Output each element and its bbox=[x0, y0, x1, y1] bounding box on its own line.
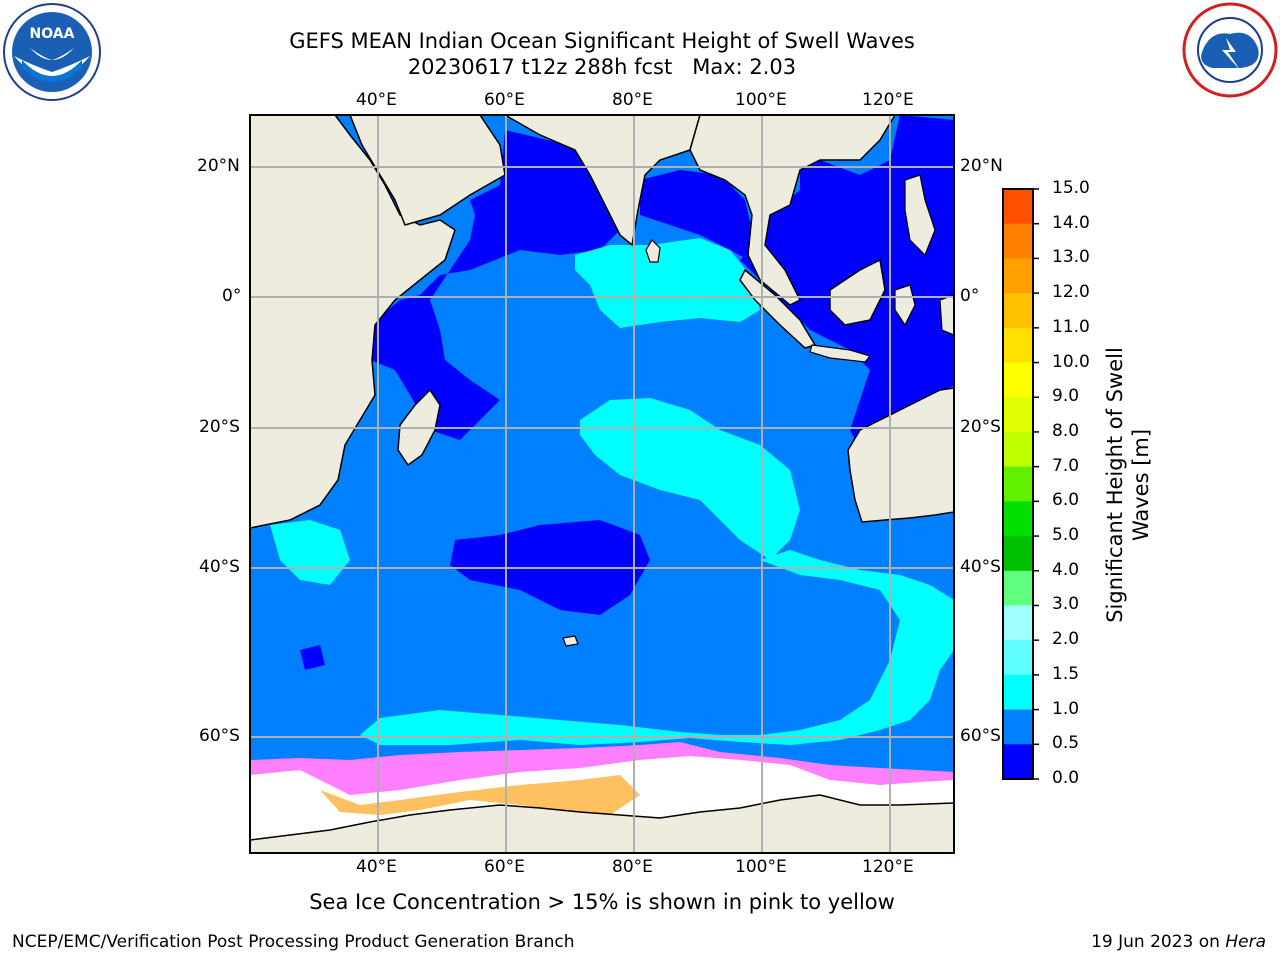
lat-tick-left: 60°S bbox=[199, 726, 240, 746]
footer-credit: NCEP/EMC/Verification Post Processing Pr… bbox=[12, 932, 575, 952]
colorbar-label-line2: Waves [m] bbox=[1129, 428, 1153, 542]
colorbar-tick-label: 10.0 bbox=[1052, 351, 1090, 372]
colorbar-segment bbox=[1003, 397, 1033, 433]
lat-tick-left: 20°S bbox=[199, 417, 240, 437]
lat-tick-right: 0° bbox=[960, 286, 980, 306]
arabian-sea-low-swell bbox=[370, 130, 620, 440]
colorbar-tick-label: 0.5 bbox=[1052, 733, 1080, 754]
lon-tick-bottom: 60°E bbox=[484, 857, 525, 877]
lon-tick-top: 120°E bbox=[862, 90, 914, 110]
lon-tick-bottom: 40°E bbox=[356, 857, 397, 877]
lat-tick-left: 20°N bbox=[197, 156, 240, 176]
colorbar-segment bbox=[1003, 605, 1033, 641]
map-plot-area bbox=[250, 115, 954, 853]
lon-tick-top: 80°E bbox=[612, 90, 653, 110]
chart-title: GEFS MEAN Indian Ocean Significant Heigh… bbox=[289, 29, 915, 53]
colorbar-tick-label: 11.0 bbox=[1052, 316, 1090, 337]
lat-tick-right: 20°N bbox=[960, 156, 1003, 176]
colorbar-tick-label: 12.0 bbox=[1052, 282, 1090, 303]
equatorial-swell-patch bbox=[575, 238, 760, 328]
borneo-landmass bbox=[829, 258, 886, 326]
colorbar-tick-label: 14.0 bbox=[1052, 212, 1090, 233]
colorbar-tick-label: 7.0 bbox=[1052, 455, 1080, 476]
colorbar-segment bbox=[1003, 431, 1033, 468]
colorbar-segment bbox=[1003, 189, 1033, 225]
southeast-low-swell bbox=[300, 645, 325, 670]
colorbar-tick-label: 8.0 bbox=[1052, 420, 1080, 441]
footer-host: Hera bbox=[1225, 932, 1266, 952]
lat-tick-left: 40°S bbox=[199, 557, 240, 577]
kerguelen-landmass bbox=[562, 635, 579, 647]
antarctica-landmass bbox=[250, 794, 954, 853]
colorbar-segment bbox=[1003, 327, 1033, 364]
map-gridlines bbox=[250, 115, 954, 853]
java-landmass bbox=[809, 344, 872, 363]
sea-ice-note: Sea Ice Concentration > 15% is shown in … bbox=[309, 890, 895, 914]
colorbar-segment bbox=[1003, 570, 1033, 606]
colorbar-tick-label: 15.0 bbox=[1052, 178, 1090, 198]
chart-subtitle: 20230617 t12z 288h fcst Max: 2.03 bbox=[407, 55, 797, 79]
footer-date-text: 19 Jun 2023 on bbox=[1091, 932, 1226, 952]
lon-tick-top: 40°E bbox=[356, 90, 397, 110]
footer-date: 19 Jun 2023 on Hera bbox=[1091, 932, 1266, 952]
colorbar-label-line1: Significant Height of Swell bbox=[1103, 347, 1127, 623]
bay-of-bengal-low-swell bbox=[640, 170, 752, 260]
new-guinea-landmass bbox=[939, 294, 954, 336]
colorbar-tick-label: 5.0 bbox=[1052, 525, 1080, 546]
arabia-landmass bbox=[349, 115, 506, 226]
colorbar-tick-label: 1.0 bbox=[1052, 698, 1080, 719]
sulawesi-landmass bbox=[894, 284, 916, 327]
colorbar-tick-label: 6.0 bbox=[1052, 490, 1080, 511]
colorbar-segment bbox=[1003, 674, 1033, 711]
lat-tick-left: 0° bbox=[222, 286, 242, 306]
colorbar-segment bbox=[1003, 536, 1033, 572]
lon-tick-bottom: 80°E bbox=[612, 857, 653, 877]
philippines-landmass bbox=[904, 174, 936, 257]
southeast-swell-patch bbox=[360, 550, 954, 745]
colorbar-segment bbox=[1003, 362, 1033, 398]
southeast-asia-landmass bbox=[689, 115, 896, 306]
colorbar-tick-label: 13.0 bbox=[1052, 247, 1090, 268]
colorbar-segment bbox=[1003, 293, 1033, 329]
colorbar-tick-label: 4.0 bbox=[1052, 559, 1080, 580]
lon-tick-top: 60°E bbox=[484, 90, 525, 110]
colorbar-segment bbox=[1003, 258, 1033, 294]
lat-tick-right: 40°S bbox=[960, 557, 1001, 577]
lon-tick-bottom: 100°E bbox=[735, 857, 787, 877]
colorbar-segment bbox=[1003, 744, 1033, 780]
sumatra-landmass bbox=[739, 268, 817, 349]
colorbar-tick-label: 1.5 bbox=[1052, 663, 1080, 684]
lon-tick-bottom: 120°E bbox=[862, 857, 914, 877]
noaa-logo: NOAA bbox=[3, 3, 101, 101]
lon-tick-top: 100°E bbox=[735, 90, 787, 110]
colorbar-segment bbox=[1003, 640, 1033, 676]
noaa-logo-text: NOAA bbox=[30, 26, 75, 42]
colorbar-segment bbox=[1003, 223, 1033, 259]
colorbar-tick-label: 9.0 bbox=[1052, 386, 1080, 407]
colorbar-tick-label: 0.0 bbox=[1052, 768, 1080, 788]
australia-landmass bbox=[847, 387, 954, 523]
colorbar-frame bbox=[1002, 188, 1034, 780]
nws-logo bbox=[1182, 2, 1278, 98]
sea-ice-orange-edge bbox=[320, 775, 640, 830]
sri-lanka-landmass bbox=[645, 239, 661, 263]
colorbar-tick-label: 2.0 bbox=[1052, 629, 1080, 650]
map-frame bbox=[249, 114, 955, 854]
colorbar-tick-label: 3.0 bbox=[1052, 594, 1080, 615]
colorbar-segment bbox=[1003, 501, 1033, 537]
lat-tick-right: 20°S bbox=[960, 417, 1001, 437]
colorbar-segment bbox=[1003, 709, 1033, 745]
lat-tick-right: 60°S bbox=[960, 726, 1001, 746]
colorbar-segment bbox=[1003, 466, 1033, 502]
colorbar bbox=[1002, 188, 1039, 780]
